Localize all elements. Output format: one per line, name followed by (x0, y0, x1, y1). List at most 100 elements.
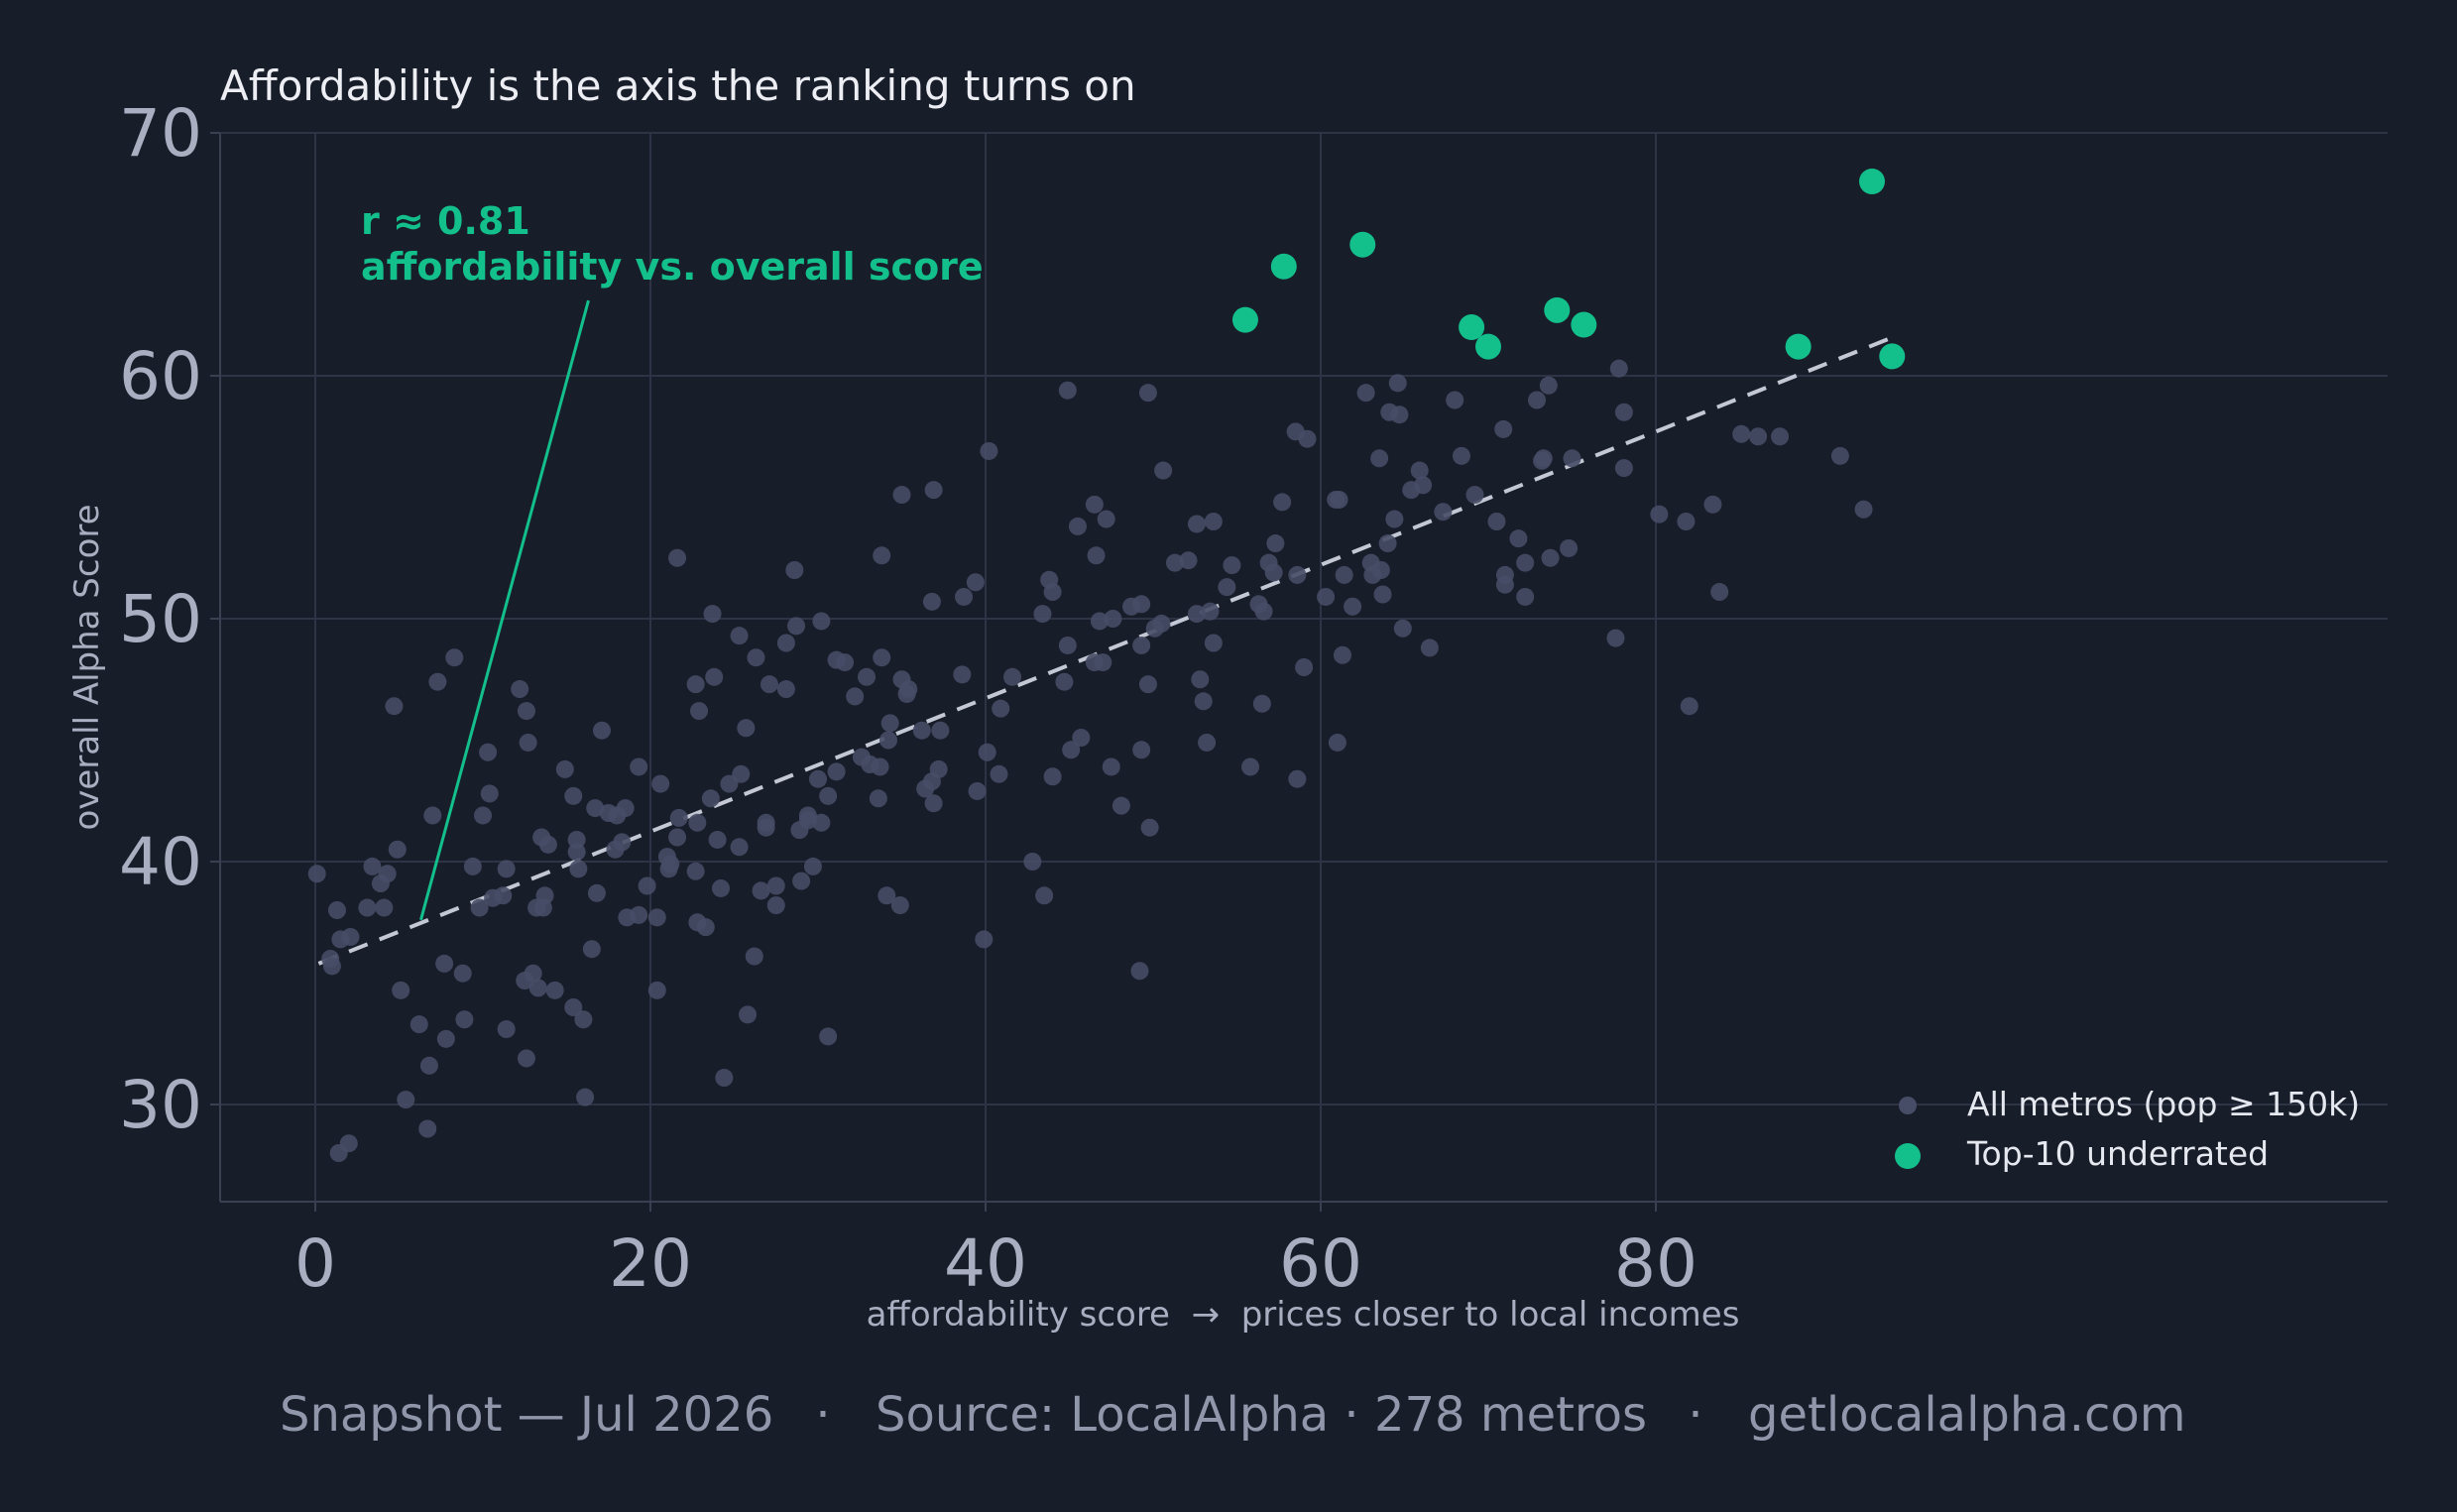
chart-title: Affordability is the axis the ranking tu… (220, 61, 1136, 110)
metro-point-187 (1154, 461, 1173, 480)
metro-point-212 (1298, 429, 1317, 448)
metro-point-226 (1378, 534, 1397, 553)
metro-point-11 (375, 898, 394, 917)
metro-point-67 (630, 905, 648, 924)
metro-point-112 (798, 811, 817, 830)
metro-point-133 (890, 896, 909, 915)
metro-point-107 (785, 561, 804, 579)
metro-point-78 (669, 808, 688, 827)
metro-point-170 (1087, 546, 1106, 565)
legend-marker-all-metros (1899, 1097, 1917, 1114)
metro-point-7 (341, 927, 360, 946)
metro-point-15 (392, 981, 410, 999)
metro-point-239 (1465, 486, 1484, 505)
metro-point-224 (1371, 561, 1390, 579)
metro-point-56 (576, 1088, 595, 1106)
metro-point-68 (630, 757, 648, 776)
metro-point-130 (878, 886, 896, 905)
top10-point-7 (1785, 333, 1812, 360)
metro-point-118 (819, 786, 838, 805)
metro-point-39 (517, 702, 535, 721)
metro-point-140 (922, 592, 941, 611)
metro-point-164 (1058, 636, 1077, 654)
metro-point-108 (787, 617, 806, 636)
metro-point-98 (747, 648, 765, 667)
metro-point-84 (696, 918, 715, 937)
metro-point-40 (519, 733, 537, 752)
annotation-caption: affordability vs. overall score (361, 245, 984, 289)
metro-point-16 (397, 1091, 415, 1109)
metro-point-244 (1509, 529, 1528, 548)
metro-point-166 (1068, 517, 1087, 535)
metro-point-264 (1749, 427, 1768, 446)
top10-point-5 (1544, 296, 1571, 323)
metro-point-254 (1606, 629, 1625, 647)
metro-point-223 (1370, 449, 1389, 468)
metro-point-24 (445, 648, 464, 667)
metro-point-48 (545, 981, 564, 999)
metro-point-167 (1072, 729, 1091, 748)
metro-point-95 (737, 719, 756, 738)
metro-point-137 (899, 680, 918, 699)
annotation-r-value: r ≈ 0.81 (361, 199, 530, 243)
metro-point-72 (651, 774, 670, 793)
metro-point-255 (1609, 359, 1628, 378)
metro-point-47 (538, 835, 557, 854)
metro-point-238 (1452, 446, 1470, 465)
metro-point-200 (1241, 757, 1260, 776)
y-tick-labels: 30 40 50 60 70 (119, 95, 220, 1143)
x-tick-label-0: 0 (294, 1225, 336, 1302)
metro-point-148 (966, 573, 985, 592)
metro-point-265 (1771, 427, 1790, 446)
metro-point-17 (410, 1015, 428, 1034)
metro-point-219 (1344, 597, 1362, 616)
metro-point-31 (480, 784, 499, 803)
metro-point-256 (1614, 459, 1633, 478)
metro-point-8 (358, 898, 377, 917)
metro-point-172 (1094, 653, 1112, 672)
metro-point-262 (1710, 583, 1729, 602)
metro-point-260 (1680, 697, 1698, 716)
metro-point-58 (586, 799, 605, 818)
metro-point-76 (668, 828, 687, 847)
metro-point-71 (647, 908, 666, 927)
metro-point-184 (1140, 818, 1159, 837)
metro-point-188 (1165, 553, 1184, 572)
metro-point-156 (1023, 853, 1042, 871)
metro-point-215 (1328, 733, 1346, 752)
metro-point-102 (760, 675, 778, 694)
metro-point-128 (873, 648, 891, 667)
metro-point-225 (1373, 585, 1392, 604)
metro-point-96 (739, 1005, 758, 1024)
metro-point-69 (638, 876, 656, 895)
metro-point-19 (419, 1056, 438, 1075)
metro-point-153 (990, 764, 1008, 783)
top10-point-4 (1475, 333, 1501, 360)
metro-point-21 (428, 672, 447, 691)
metro-point-85 (701, 789, 720, 808)
metro-point-249 (1534, 449, 1553, 468)
metro-point-241 (1494, 419, 1513, 438)
metro-point-124 (858, 667, 877, 686)
metro-point-134 (892, 486, 911, 505)
top10-point-1 (1270, 253, 1297, 280)
metro-point-12 (378, 865, 397, 883)
metro-point-114 (809, 769, 827, 788)
metro-point-151 (978, 743, 996, 761)
metro-point-6 (339, 1134, 358, 1153)
metro-point-147 (955, 587, 974, 606)
metro-point-55 (574, 1010, 593, 1029)
metro-point-132 (880, 714, 899, 733)
metro-point-113 (803, 857, 822, 875)
metro-point-120 (827, 762, 846, 781)
metro-point-205 (1264, 563, 1283, 582)
metro-point-234 (1414, 476, 1433, 495)
metro-point-165 (1062, 741, 1081, 759)
metro-point-87 (705, 667, 724, 686)
metro-point-92 (730, 627, 749, 645)
metro-point-233 (1410, 461, 1429, 480)
metro-point-218 (1335, 565, 1353, 584)
metro-point-258 (1650, 505, 1669, 523)
metro-point-220 (1356, 384, 1375, 403)
metro-point-101 (757, 813, 775, 832)
